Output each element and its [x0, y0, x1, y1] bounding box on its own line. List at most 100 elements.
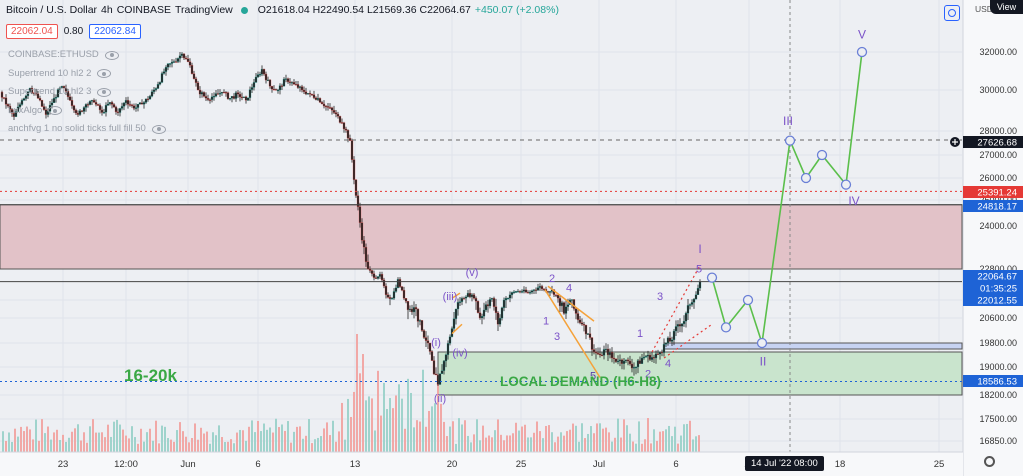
indicator-row[interactable]: Supertrend 10 hl2 2: [8, 65, 166, 84]
candle: [464, 296, 468, 299]
candle: [486, 304, 490, 307]
candle: [118, 108, 122, 113]
wave-label: 3: [554, 331, 560, 343]
candle: [512, 291, 516, 294]
volume-bar: [434, 403, 436, 452]
price-axis: [963, 0, 1023, 476]
volume-bar: [239, 429, 241, 452]
volume-bar: [167, 438, 169, 452]
volume-bar: [170, 439, 172, 452]
candle: [186, 58, 190, 62]
volume-bar: [608, 432, 610, 452]
volume-bar: [494, 430, 496, 452]
candle: [530, 290, 534, 293]
volume-bar: [506, 435, 508, 452]
candle: [198, 89, 202, 95]
view-button[interactable]: View: [990, 0, 1023, 14]
candle: [506, 298, 510, 300]
candle: [662, 344, 666, 353]
candle: [106, 103, 110, 106]
volume-bar: [134, 437, 136, 452]
candle: [684, 313, 688, 322]
candle: [212, 96, 216, 98]
volume-bar: [350, 416, 352, 452]
candle: [182, 53, 186, 59]
volume-bar: [236, 432, 238, 452]
candle: [166, 63, 170, 68]
candle: [626, 359, 630, 362]
candle: [340, 122, 344, 124]
candle: [670, 339, 674, 342]
price-tick-label: 26000.00: [979, 173, 1017, 183]
level-25391-badge: [963, 186, 1023, 198]
candle: [652, 357, 656, 359]
level-18586-badge: [963, 375, 1023, 387]
indicator-row[interactable]: anchfvg 1 no solid ticks full fill 50: [8, 120, 166, 139]
candle: [274, 89, 278, 91]
candle: [536, 287, 540, 291]
indicator-row[interactable]: Supertrend 10 hl2 3: [8, 83, 166, 102]
candle: [692, 298, 696, 303]
volume-bar: [344, 439, 346, 452]
volume-bar: [578, 441, 580, 452]
candle: [394, 287, 398, 292]
interval[interactable]: 4h: [101, 4, 113, 16]
sync-icon[interactable]: [944, 5, 960, 21]
candle: [104, 104, 108, 113]
wave-label: 5: [590, 370, 596, 382]
candle: [24, 95, 28, 99]
currency-label: USD: [975, 4, 993, 14]
volume-bar: [413, 427, 415, 452]
wave-label: 2: [549, 273, 555, 285]
candle: [586, 333, 590, 335]
symbol-name[interactable]: Bitcoin / U.S. Dollar: [6, 4, 98, 16]
volume-bar: [122, 429, 124, 452]
candle: [50, 102, 54, 106]
eye-icon[interactable]: [151, 124, 166, 134]
volume-bar: [2, 431, 4, 452]
indicator-row[interactable]: LuxAlgo: [8, 102, 166, 121]
volume-bar: [452, 421, 454, 452]
candle: [226, 92, 230, 100]
eye-icon[interactable]: [104, 50, 119, 60]
candle: [66, 91, 70, 97]
candle: [592, 349, 596, 353]
candle: [472, 294, 476, 299]
volume-bar: [32, 439, 34, 452]
candle: [8, 105, 12, 110]
eye-icon[interactable]: [97, 87, 112, 97]
volume-bar: [545, 425, 547, 452]
candle: [668, 337, 672, 342]
gear-icon[interactable]: [984, 456, 995, 467]
volume-bar: [311, 443, 313, 452]
projection-point: [840, 179, 852, 190]
volume-bar: [674, 426, 676, 452]
candle: [290, 82, 294, 84]
candle: [336, 113, 340, 117]
candle: [528, 292, 532, 294]
indicator-row[interactable]: COINBASE:ETHUSD: [8, 46, 166, 65]
candle: [318, 98, 322, 103]
volume-bar: [515, 422, 517, 452]
volume-bar: [137, 443, 139, 452]
buy-button[interactable]: 22062.84: [89, 24, 141, 39]
sell-button[interactable]: 22062.04: [6, 24, 58, 39]
candle: [368, 268, 372, 271]
volume-bar: [569, 429, 571, 452]
countdown-badge: [963, 282, 1023, 294]
volume-bar: [251, 420, 253, 452]
volume-bar: [23, 431, 25, 452]
candle: [488, 299, 492, 307]
volume-bar: [659, 431, 661, 452]
candle: [628, 360, 632, 365]
eye-icon[interactable]: [97, 69, 112, 79]
candle: [442, 360, 446, 371]
candle: [674, 326, 678, 332]
candle: [224, 91, 228, 94]
candle: [398, 279, 402, 287]
eye-icon[interactable]: [48, 106, 63, 116]
time-tick-label: 18: [835, 459, 846, 470]
wave-label: 4: [566, 282, 572, 294]
price-tick-label: 32000.00: [979, 47, 1017, 57]
